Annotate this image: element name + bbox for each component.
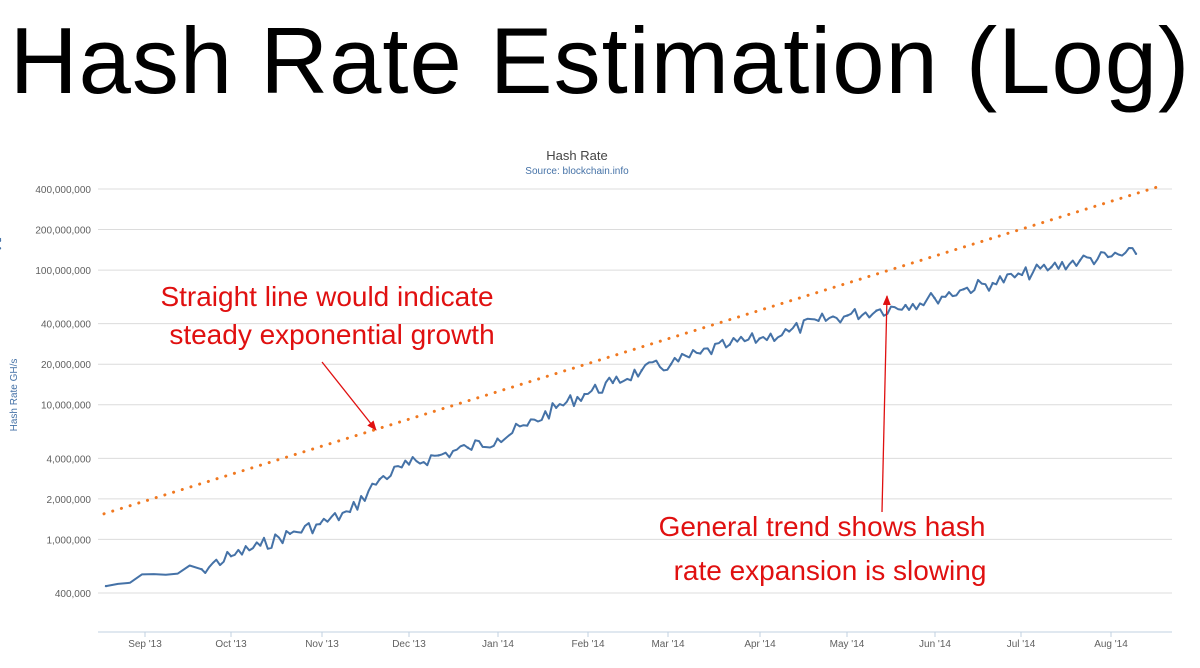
data-point — [611, 381, 615, 385]
chart-subtitle: Source: blockchain.info — [525, 166, 629, 177]
hash-rate-series-line — [105, 247, 1137, 588]
y-tick-label: 400,000,000 — [35, 185, 91, 196]
annotation-slowing-line2: rate expansion is slowing — [674, 555, 987, 586]
y-tick-label: 20,000,000 — [41, 360, 91, 371]
data-point — [466, 446, 470, 449]
data-point — [1020, 273, 1024, 277]
y-tick-label: 1,000,000 — [47, 535, 92, 546]
data-point — [318, 522, 322, 526]
annotation-exponential-arrow — [321, 361, 377, 431]
x-tick-label: Oct '13 — [215, 639, 247, 650]
data-point — [554, 406, 558, 409]
data-point — [962, 288, 965, 291]
x-tick-label: May '14 — [830, 639, 865, 650]
data-point — [1050, 266, 1053, 269]
chart-title: Hash Rate — [546, 148, 607, 163]
data-point — [378, 477, 381, 481]
data-point — [991, 281, 994, 285]
data-point — [407, 463, 411, 466]
annotation-exponential-line1: Straight line would indicate — [160, 281, 493, 312]
x-tick-label: Dec '13 — [392, 639, 426, 650]
series-group — [0, 184, 1162, 588]
x-tick-label: Jul '14 — [1007, 639, 1036, 650]
data-point — [200, 568, 203, 571]
data-point — [1134, 252, 1138, 256]
data-point — [640, 369, 643, 372]
data-point — [875, 309, 878, 312]
data-point — [1106, 255, 1110, 259]
x-tick-label: Sep '13 — [128, 639, 162, 650]
annotation-slowing-line1: General trend shows hash — [659, 511, 986, 542]
data-point — [104, 584, 108, 588]
data-point — [1078, 259, 1082, 262]
data-point — [348, 510, 352, 514]
data-point — [699, 352, 702, 355]
data-point — [933, 296, 936, 300]
data-point — [758, 337, 761, 340]
annotation-exponential-line2: steady exponential growth — [169, 319, 494, 350]
y-tick-label: 40,000,000 — [41, 320, 91, 331]
x-tick-label: Apr '14 — [744, 639, 776, 650]
grid — [98, 188, 1172, 594]
y-tick-label: 100,000,000 — [35, 266, 91, 277]
data-point — [787, 330, 791, 333]
y-tick-label: 2,000,000 — [47, 495, 92, 506]
y-tick-label: 10,000,000 — [41, 401, 91, 412]
data-point — [525, 424, 529, 427]
data-point — [288, 532, 292, 536]
x-tick-label: Jan '14 — [482, 639, 514, 650]
data-point — [0, 247, 2, 250]
data-point — [728, 343, 732, 346]
x-tick-label: Aug '14 — [1094, 639, 1128, 650]
y-tick-label: 4,000,000 — [47, 454, 92, 465]
data-point — [437, 454, 440, 457]
slide-title: Hash Rate Estimation (Log) — [9, 8, 1191, 113]
data-point — [229, 555, 233, 558]
data-point — [0, 239, 2, 242]
x-tick-label: Jun '14 — [919, 639, 951, 650]
annotation-slowing-arrow — [881, 295, 891, 513]
x-tick-label: Mar '14 — [651, 639, 684, 650]
data-point — [904, 303, 907, 307]
data-point — [846, 314, 849, 317]
data-point — [259, 544, 262, 547]
annotations: Straight line would indicate steady expo… — [160, 281, 986, 586]
y-axis-label: Hash Rate GH/s — [9, 359, 20, 432]
y-tick-label: 200,000,000 — [35, 226, 91, 237]
y-axis-ticks: 400,000 1,000,000 2,000,000 4,000,000 10,000… — [35, 185, 91, 600]
x-tick-label: Feb '14 — [571, 639, 604, 650]
x-tick-label: Nov '13 — [305, 639, 339, 650]
data-point — [496, 437, 499, 440]
x-axis-ticks: Sep '13 Oct '13 Nov '13 Dec '13 Jan '14 Feb '… — [128, 632, 1128, 650]
data-point — [583, 392, 586, 396]
data-point — [669, 363, 673, 366]
y-tick-label: 400,000 — [55, 589, 92, 600]
data-point — [817, 319, 820, 323]
